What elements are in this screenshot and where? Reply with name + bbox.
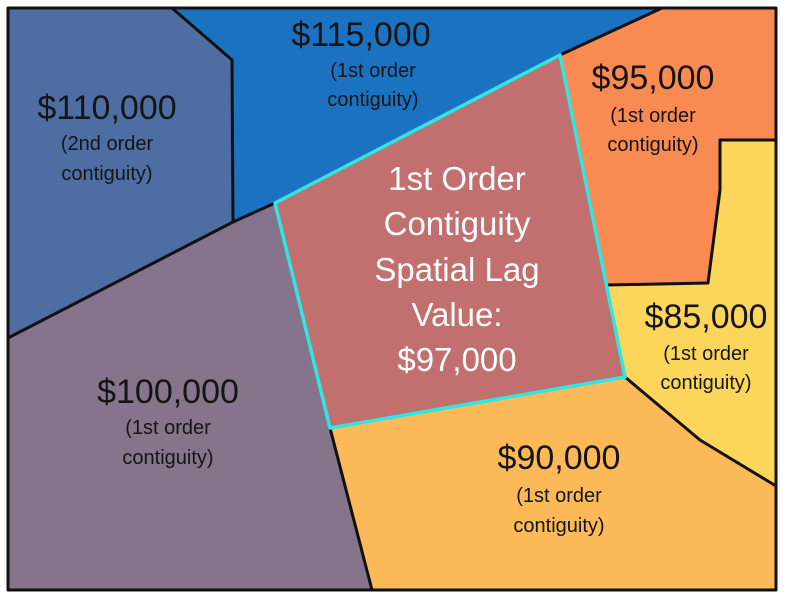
border-110-115	[171, 6, 235, 223]
region-115000	[172, 8, 662, 222]
label-115000-note-2: contiguity)	[327, 89, 418, 111]
region-95000	[560, 8, 776, 285]
map-frame	[6, 6, 778, 592]
center-line-1: 1st Order	[388, 160, 526, 197]
center-line-5: $97,000	[397, 341, 516, 378]
center-label: 1st Order Contiguity Spatial Lag Value: …	[374, 160, 539, 378]
region-85000	[607, 140, 776, 486]
label-110000-note-1: (2nd order	[61, 133, 154, 155]
label-100000-note-2: contiguity)	[122, 447, 213, 469]
border-110-100	[7, 201, 276, 340]
region-center	[275, 55, 625, 428]
label-85000-note-2: contiguity)	[660, 372, 751, 394]
border-95-85	[606, 138, 776, 287]
label-110000-note-2: contiguity)	[61, 163, 152, 185]
center-line-3: Spatial Lag	[374, 251, 539, 288]
center-outline	[273, 53, 627, 430]
label-85000-value: $85,000	[645, 298, 768, 336]
label-115000-note-1: (1st order	[330, 60, 416, 82]
label-100000-note-1: (1st order	[125, 417, 211, 439]
border-115-95	[559, 6, 663, 57]
label-110000-value: $110,000	[37, 89, 176, 127]
label-95000-note-1: (1st order	[610, 105, 696, 127]
label-95000-note-2: contiguity)	[607, 134, 698, 156]
region-110000	[8, 8, 233, 338]
region-borders	[6, 6, 778, 592]
label-90000-note-1: (1st order	[516, 485, 602, 507]
border-90-100	[328, 427, 374, 591]
label-115000-value: $115,000	[291, 16, 430, 54]
label-90000-value: $90,000	[498, 439, 621, 477]
label-100000-value: $100,000	[97, 373, 239, 411]
region-100000	[8, 203, 372, 590]
center-line-4: Value:	[411, 296, 502, 333]
label-85000-note-1: (1st order	[663, 343, 749, 365]
border-85-90	[624, 375, 777, 488]
center-line-2: Contiguity	[384, 205, 531, 242]
region-90000	[330, 377, 776, 590]
label-90000-note-2: contiguity)	[513, 515, 604, 537]
label-95000-value: $95,000	[592, 59, 715, 97]
